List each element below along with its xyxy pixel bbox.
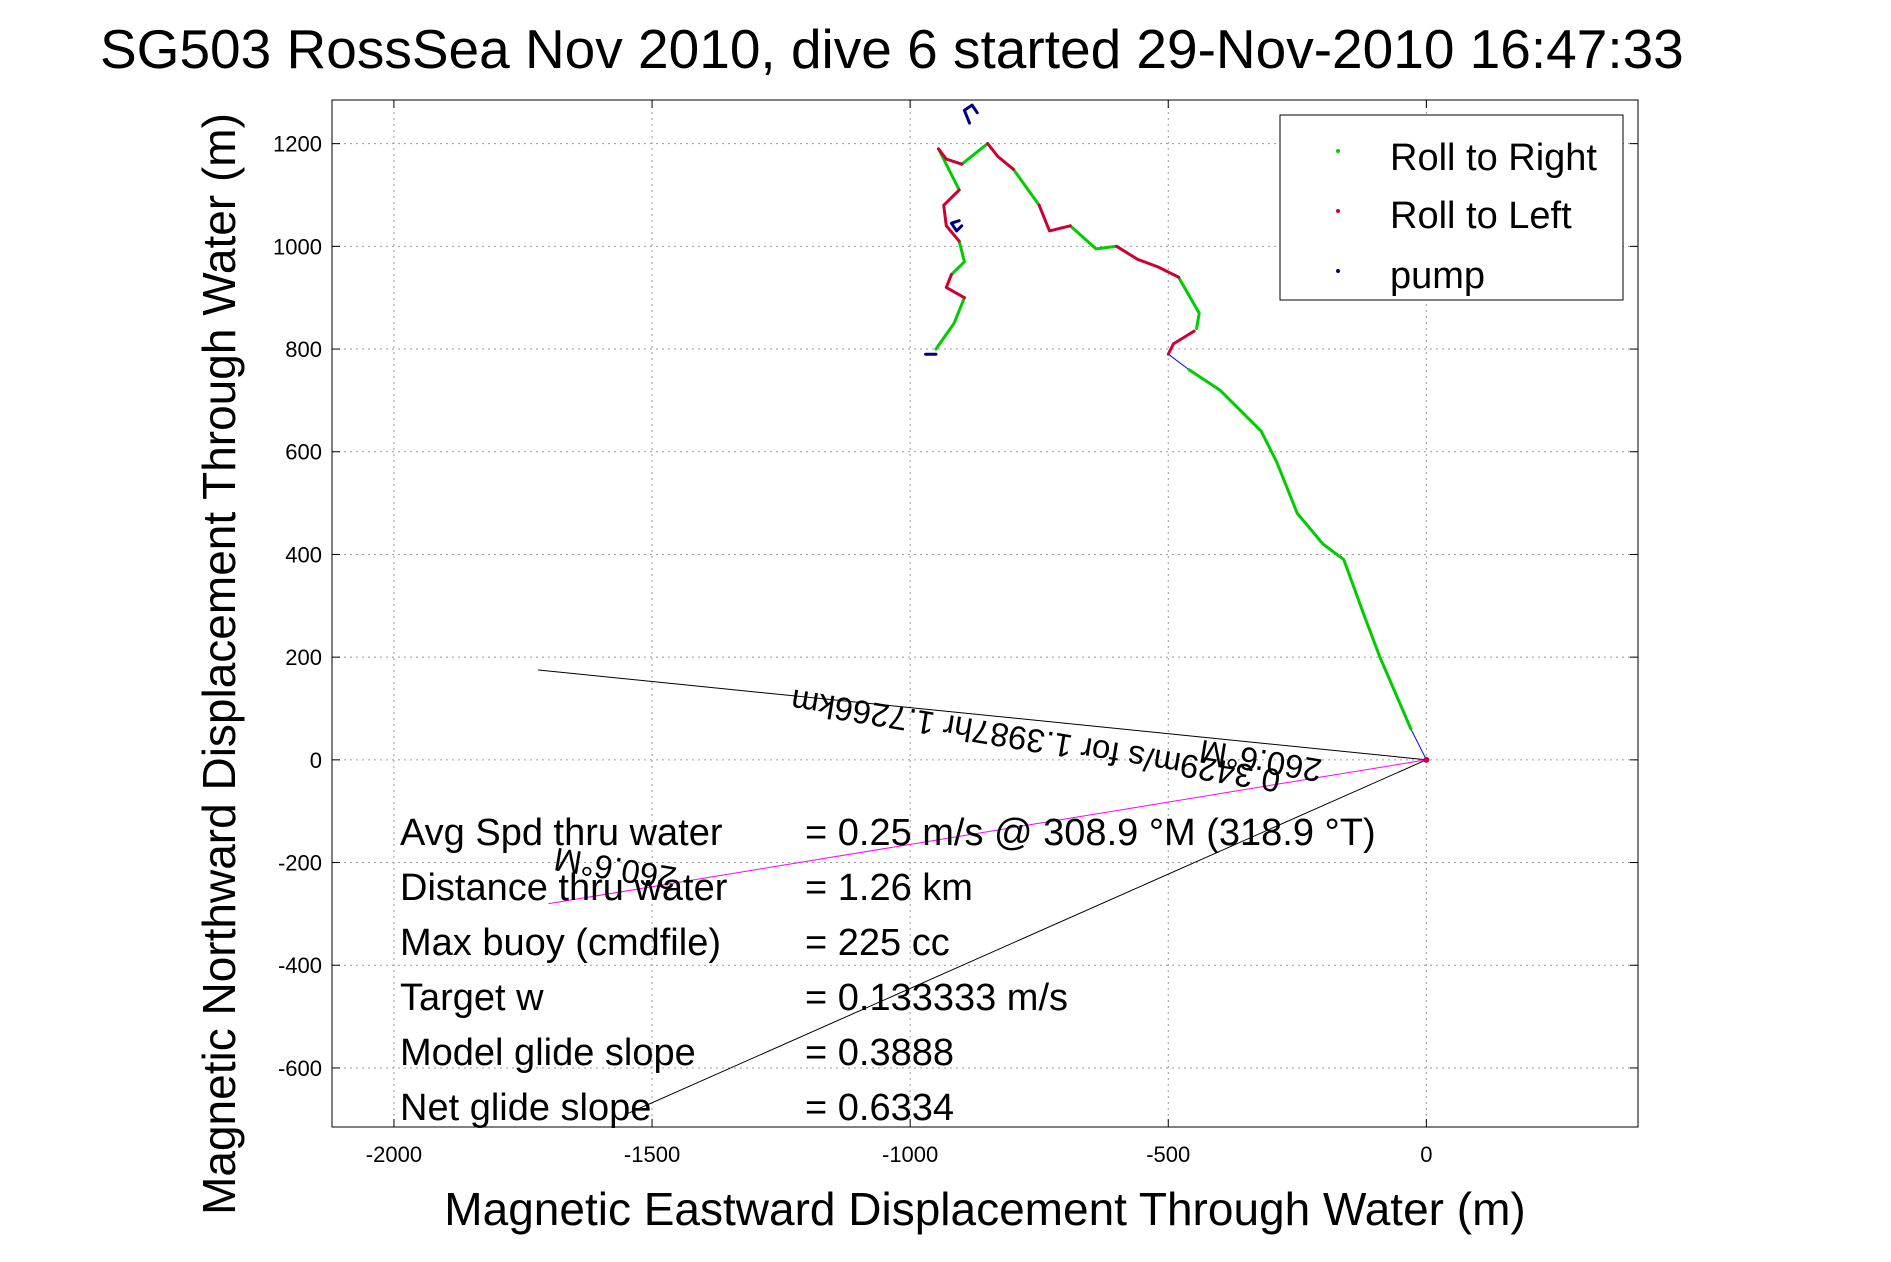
stat-value: = 0.25 m/s @ 308.9 °M (318.9 °T) — [805, 812, 1376, 854]
legend-box — [1279, 114, 1624, 301]
series-line-roll-to-left — [1166, 329, 1196, 356]
legend-label-roll-right: Roll to Right — [1390, 137, 1597, 179]
y-tick-label: 600 — [285, 440, 322, 465]
series-line-roll-to-right — [1068, 224, 1119, 251]
x-tick-label: 0 — [1420, 1142, 1432, 1167]
chart-title: SG503 RossSea Nov 2010, dive 6 started 2… — [100, 18, 1684, 80]
stats-panel: Avg Spd thru water = 0.25 m/s @ 308.9 °M … — [400, 812, 1376, 1129]
y-tick-label: 800 — [285, 337, 322, 362]
y-tick-label: 200 — [285, 645, 322, 670]
series-line-roll-to-left — [937, 147, 964, 166]
series-line-current — [548, 759, 1427, 905]
y-tick-label: 1200 — [273, 132, 322, 157]
stat-label: Max buoy (cmdfile) — [400, 922, 721, 964]
series-line-pump — [949, 219, 964, 233]
x-axis-label: Magnetic Eastward Displacement Through W… — [444, 1183, 1525, 1235]
series-line-roll-to-right — [1177, 275, 1201, 330]
series-line-roll-to-right — [934, 296, 966, 351]
series-line-lines — [538, 669, 1427, 761]
y-tick-label: 0 — [310, 748, 322, 773]
y-tick-label: -600 — [278, 1056, 322, 1081]
x-tick-label: -2000 — [366, 1142, 422, 1167]
series-line-roll-to-left — [944, 273, 966, 300]
x-tick-label: -1500 — [624, 1142, 680, 1167]
series-line-roll-to-right — [937, 147, 961, 192]
y-axis-ticks: -600 -400 -200 0 200 400 600 800 1000 1200 — [273, 132, 1638, 1081]
stat-label: Distance thru water — [400, 867, 728, 909]
stat-label: Target w — [400, 977, 544, 1019]
stat-value: = 0.6334 — [805, 1087, 954, 1129]
series-line-roll-to-left — [986, 142, 1015, 171]
stat-label: Avg Spd thru water — [400, 812, 723, 854]
x-tick-label: -500 — [1146, 1142, 1190, 1167]
series-line-roll-to-left — [1037, 203, 1072, 233]
legend-marker-roll-right — [1336, 149, 1340, 153]
stat-label: Net glide slope — [400, 1087, 651, 1129]
legend-marker-roll-left — [1336, 209, 1340, 213]
series-line-roll-to-left — [942, 188, 961, 243]
origin-point — [1423, 756, 1430, 763]
x-axis-ticks: -2000 -1500 -1000 -500 0 — [366, 100, 1432, 1167]
annotations: 0.3429m/s for 1.3987hr 1.7266km260.6°M26… — [551, 682, 1324, 897]
series-line-roll-to-left — [1115, 244, 1181, 279]
series-line-lines — [625, 759, 1427, 1115]
series-line-roll-to-right — [1011, 167, 1041, 207]
legend: Roll to Right Roll to Left pump — [1279, 114, 1624, 301]
grid — [332, 100, 1638, 1127]
stat-value: = 1.26 km — [805, 867, 973, 909]
stat-value: = 0.133333 m/s — [805, 977, 1068, 1019]
series-line-roll-to-right — [1187, 368, 1413, 731]
legend-label-pump: pump — [1390, 255, 1485, 297]
series-line-roll-to-right — [949, 239, 966, 277]
y-tick-label: -400 — [278, 953, 322, 978]
stat-label: Model glide slope — [400, 1032, 696, 1074]
legend-label-roll-left: Roll to Left — [1390, 195, 1572, 237]
y-tick-label: 400 — [285, 542, 322, 567]
legend-marker-pump — [1336, 269, 1340, 273]
x-tick-label: -1000 — [882, 1142, 938, 1167]
series-line-pump — [962, 103, 979, 125]
stat-value: = 0.3888 — [805, 1032, 954, 1074]
series-line-roll-to-right — [960, 142, 990, 166]
plot-frame — [331, 99, 1639, 1128]
series — [538, 103, 1430, 1115]
y-axis-label: Magnetic Northward Displacement Through … — [193, 113, 245, 1215]
y-tick-label: 1000 — [273, 234, 322, 259]
stat-value: = 225 cc — [805, 922, 950, 964]
series-line-track — [1167, 353, 1427, 761]
y-tick-label: -200 — [278, 851, 322, 876]
